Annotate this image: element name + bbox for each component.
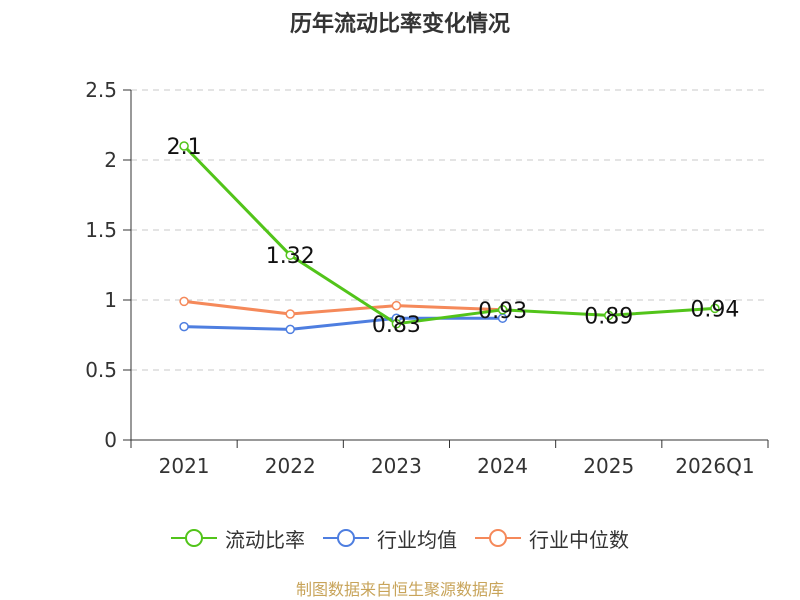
legend-label-ratio: 流动比率 <box>225 527 305 552</box>
x-tick-label: 2025 <box>583 454 634 478</box>
legend-swatch-median <box>475 529 521 547</box>
y-tick-label: 2 <box>104 148 117 172</box>
legend: 流动比率 行业均值 行业中位数 <box>0 518 800 558</box>
legend-swatch-avg <box>323 529 369 547</box>
y-tick-label: 0.5 <box>85 358 117 382</box>
series-median-point <box>391 300 402 311</box>
y-tick-label: 1.5 <box>85 218 117 242</box>
legend-swatch-ratio <box>171 529 217 547</box>
series-ratio-point <box>604 310 614 321</box>
series-median-point <box>285 309 295 319</box>
chart-title: 历年流动比率变化情况 <box>289 12 510 37</box>
y-tick-label: 2.5 <box>85 78 117 102</box>
series-ratio-point <box>710 303 720 314</box>
data-label: 0.89 <box>584 304 633 329</box>
source-note: 制图数据来自恒生聚源数据库 <box>295 580 504 599</box>
series-median-point <box>179 296 189 307</box>
series-avg-line <box>184 316 503 331</box>
data-label: 0.83 <box>372 313 421 338</box>
x-tick-label: 2024 <box>477 454 528 478</box>
series-ratio-point <box>179 141 189 151</box>
series-ratio-point <box>391 319 402 329</box>
legend-item-avg[interactable]: 行业均值 <box>323 524 457 553</box>
x-tick-label: 2022 <box>265 454 316 478</box>
data-label: 0.93 <box>478 299 527 324</box>
x-tick-label: 2021 <box>159 454 210 478</box>
legend-label-avg: 行业均值 <box>377 527 457 552</box>
series-ratio-point <box>285 250 295 260</box>
x-tick-label: 2026Q1 <box>675 454 754 478</box>
legend-label-median: 行业中位数 <box>529 527 629 552</box>
data-label: 2.1 <box>167 135 202 160</box>
x-tick-label: 2023 <box>371 454 422 478</box>
y-tick-label: 1 <box>104 288 117 312</box>
series-median-line <box>183 299 503 316</box>
series-avg-point <box>285 324 295 335</box>
data-label: 1.32 <box>266 244 315 269</box>
series-ratio-point <box>497 305 508 315</box>
series-avg-point <box>179 321 189 332</box>
y-tick-label: 0 <box>104 428 117 452</box>
series-ratio-line <box>183 144 716 326</box>
legend-item-ratio[interactable]: 流动比率 <box>171 524 305 553</box>
legend-item-median[interactable]: 行业中位数 <box>475 524 629 553</box>
data-label: 0.94 <box>690 297 739 322</box>
